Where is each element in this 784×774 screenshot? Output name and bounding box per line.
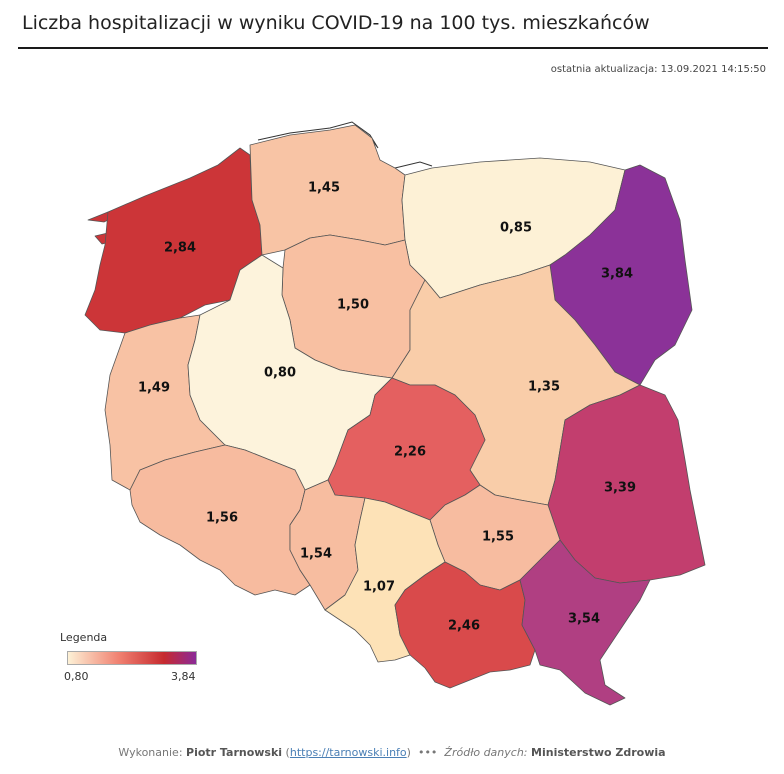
- value-label-mazowieckie: 1,35: [528, 380, 560, 395]
- page-title: Liczba hospitalizacji w wyniku COVID-19 …: [22, 12, 650, 34]
- vistula-lagoon: [394, 161, 433, 169]
- value-label-podlaskie: 3,84: [601, 267, 633, 282]
- footer-source: Ministerstwo Zdrowia: [531, 746, 666, 759]
- value-label-opolskie: 1,54: [300, 547, 332, 562]
- value-label-pomorskie: 1,45: [308, 181, 340, 196]
- region-malopolskie[interactable]: [394, 561, 536, 689]
- footer-link[interactable]: https://tarnowski.info: [289, 746, 407, 759]
- value-label-wielkopolskie: 0,80: [264, 366, 296, 381]
- title-divider: [18, 47, 768, 49]
- footer: Wykonanie: Piotr Tarnowski (https://tarn…: [118, 746, 666, 759]
- last-update-text: ostatnia aktualizacja: 13.09.2021 14:15:…: [550, 64, 766, 75]
- legend-max-value: 3,84: [171, 670, 196, 683]
- value-label-kujawsko-pomorskie: 1,50: [337, 298, 369, 313]
- value-label-lodzkie: 2,26: [394, 445, 426, 460]
- value-label-slaskie: 1,07: [363, 580, 395, 595]
- footer-separator: •••: [417, 746, 438, 759]
- legend-min-value: 0,80: [64, 670, 89, 683]
- value-label-lubelskie: 3,39: [604, 481, 636, 496]
- value-label-malopolskie: 2,46: [448, 619, 480, 634]
- footer-source-label: Źródło danych:: [444, 746, 528, 759]
- footer-author: Piotr Tarnowski: [186, 746, 283, 759]
- legend-title: Legenda: [60, 631, 108, 644]
- footer-made-by-label: Wykonanie:: [118, 746, 183, 759]
- region-slaskie[interactable]: [324, 497, 446, 663]
- region-podkarpackie[interactable]: [519, 539, 651, 706]
- legend-color-scale: [67, 651, 197, 665]
- value-label-podkarpackie: 3,54: [568, 612, 600, 627]
- value-label-warminsko-mazurskie: 0,85: [500, 221, 532, 236]
- value-label-dolnoslaskie: 1,56: [206, 511, 238, 526]
- value-label-swietokrzyskie: 1,55: [482, 530, 514, 545]
- value-label-zachodniopomorskie: 2,84: [164, 241, 196, 256]
- value-label-lubuskie: 1,49: [138, 381, 170, 396]
